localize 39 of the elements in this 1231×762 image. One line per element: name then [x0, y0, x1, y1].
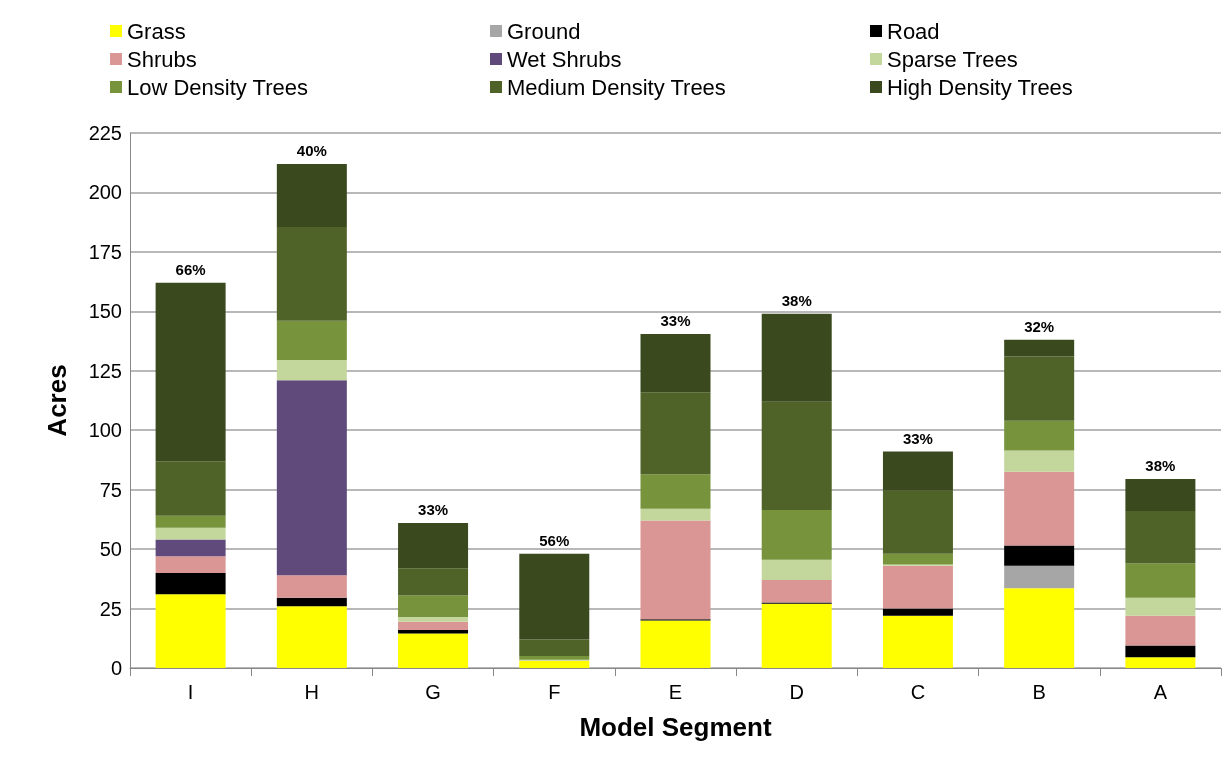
y-tick-label: 125 — [88, 359, 122, 382]
legend-label: Shrubs — [127, 46, 197, 72]
x-axis-title: Model Segment — [579, 712, 772, 742]
annotation: 32% — [1024, 317, 1055, 335]
annotation: 56% — [539, 531, 570, 549]
x-tick-label: G — [425, 681, 441, 703]
y-tick-label: 200 — [88, 181, 122, 204]
annotation: 38% — [1145, 456, 1176, 474]
annotation: 40% — [296, 141, 327, 159]
legend-label: Ground — [507, 18, 581, 44]
y-tick-label: 25 — [99, 597, 122, 620]
annotation: 66% — [175, 260, 206, 278]
annotation: 33% — [902, 429, 933, 447]
x-tick-label: E — [668, 681, 683, 703]
legend-label: Low Density Trees — [127, 74, 308, 100]
y-tick-label: 50 — [99, 538, 122, 561]
legend-label: Medium Density Trees — [507, 74, 726, 100]
annotation: 33% — [418, 500, 449, 518]
y-tick-label: 100 — [88, 419, 122, 442]
legend-label: Grass — [127, 18, 186, 44]
legend-label: High Density Trees — [887, 74, 1073, 100]
x-tick-label: A — [1153, 681, 1168, 703]
legend-label: Sparse Trees — [887, 46, 1018, 72]
annotation: 38% — [781, 291, 812, 309]
x-tick-label: F — [548, 681, 561, 703]
x-tick-label: D — [789, 681, 804, 703]
x-tick-label: C — [910, 681, 926, 703]
y-tick-label: 150 — [88, 300, 122, 323]
x-tick-label: I — [187, 681, 194, 703]
legend-label: Wet Shrubs — [507, 46, 622, 72]
annotation: 33% — [660, 311, 691, 329]
x-tick-label: B — [1032, 681, 1046, 703]
y-axis-title: Acres — [42, 364, 72, 437]
y-tick-label: 0 — [110, 657, 122, 679]
x-tick-label: H — [304, 681, 320, 703]
y-tick-label: 225 — [88, 122, 122, 144]
y-tick-label: 175 — [88, 240, 122, 263]
legend-label: Road — [887, 18, 940, 44]
y-tick-label: 75 — [99, 478, 122, 501]
